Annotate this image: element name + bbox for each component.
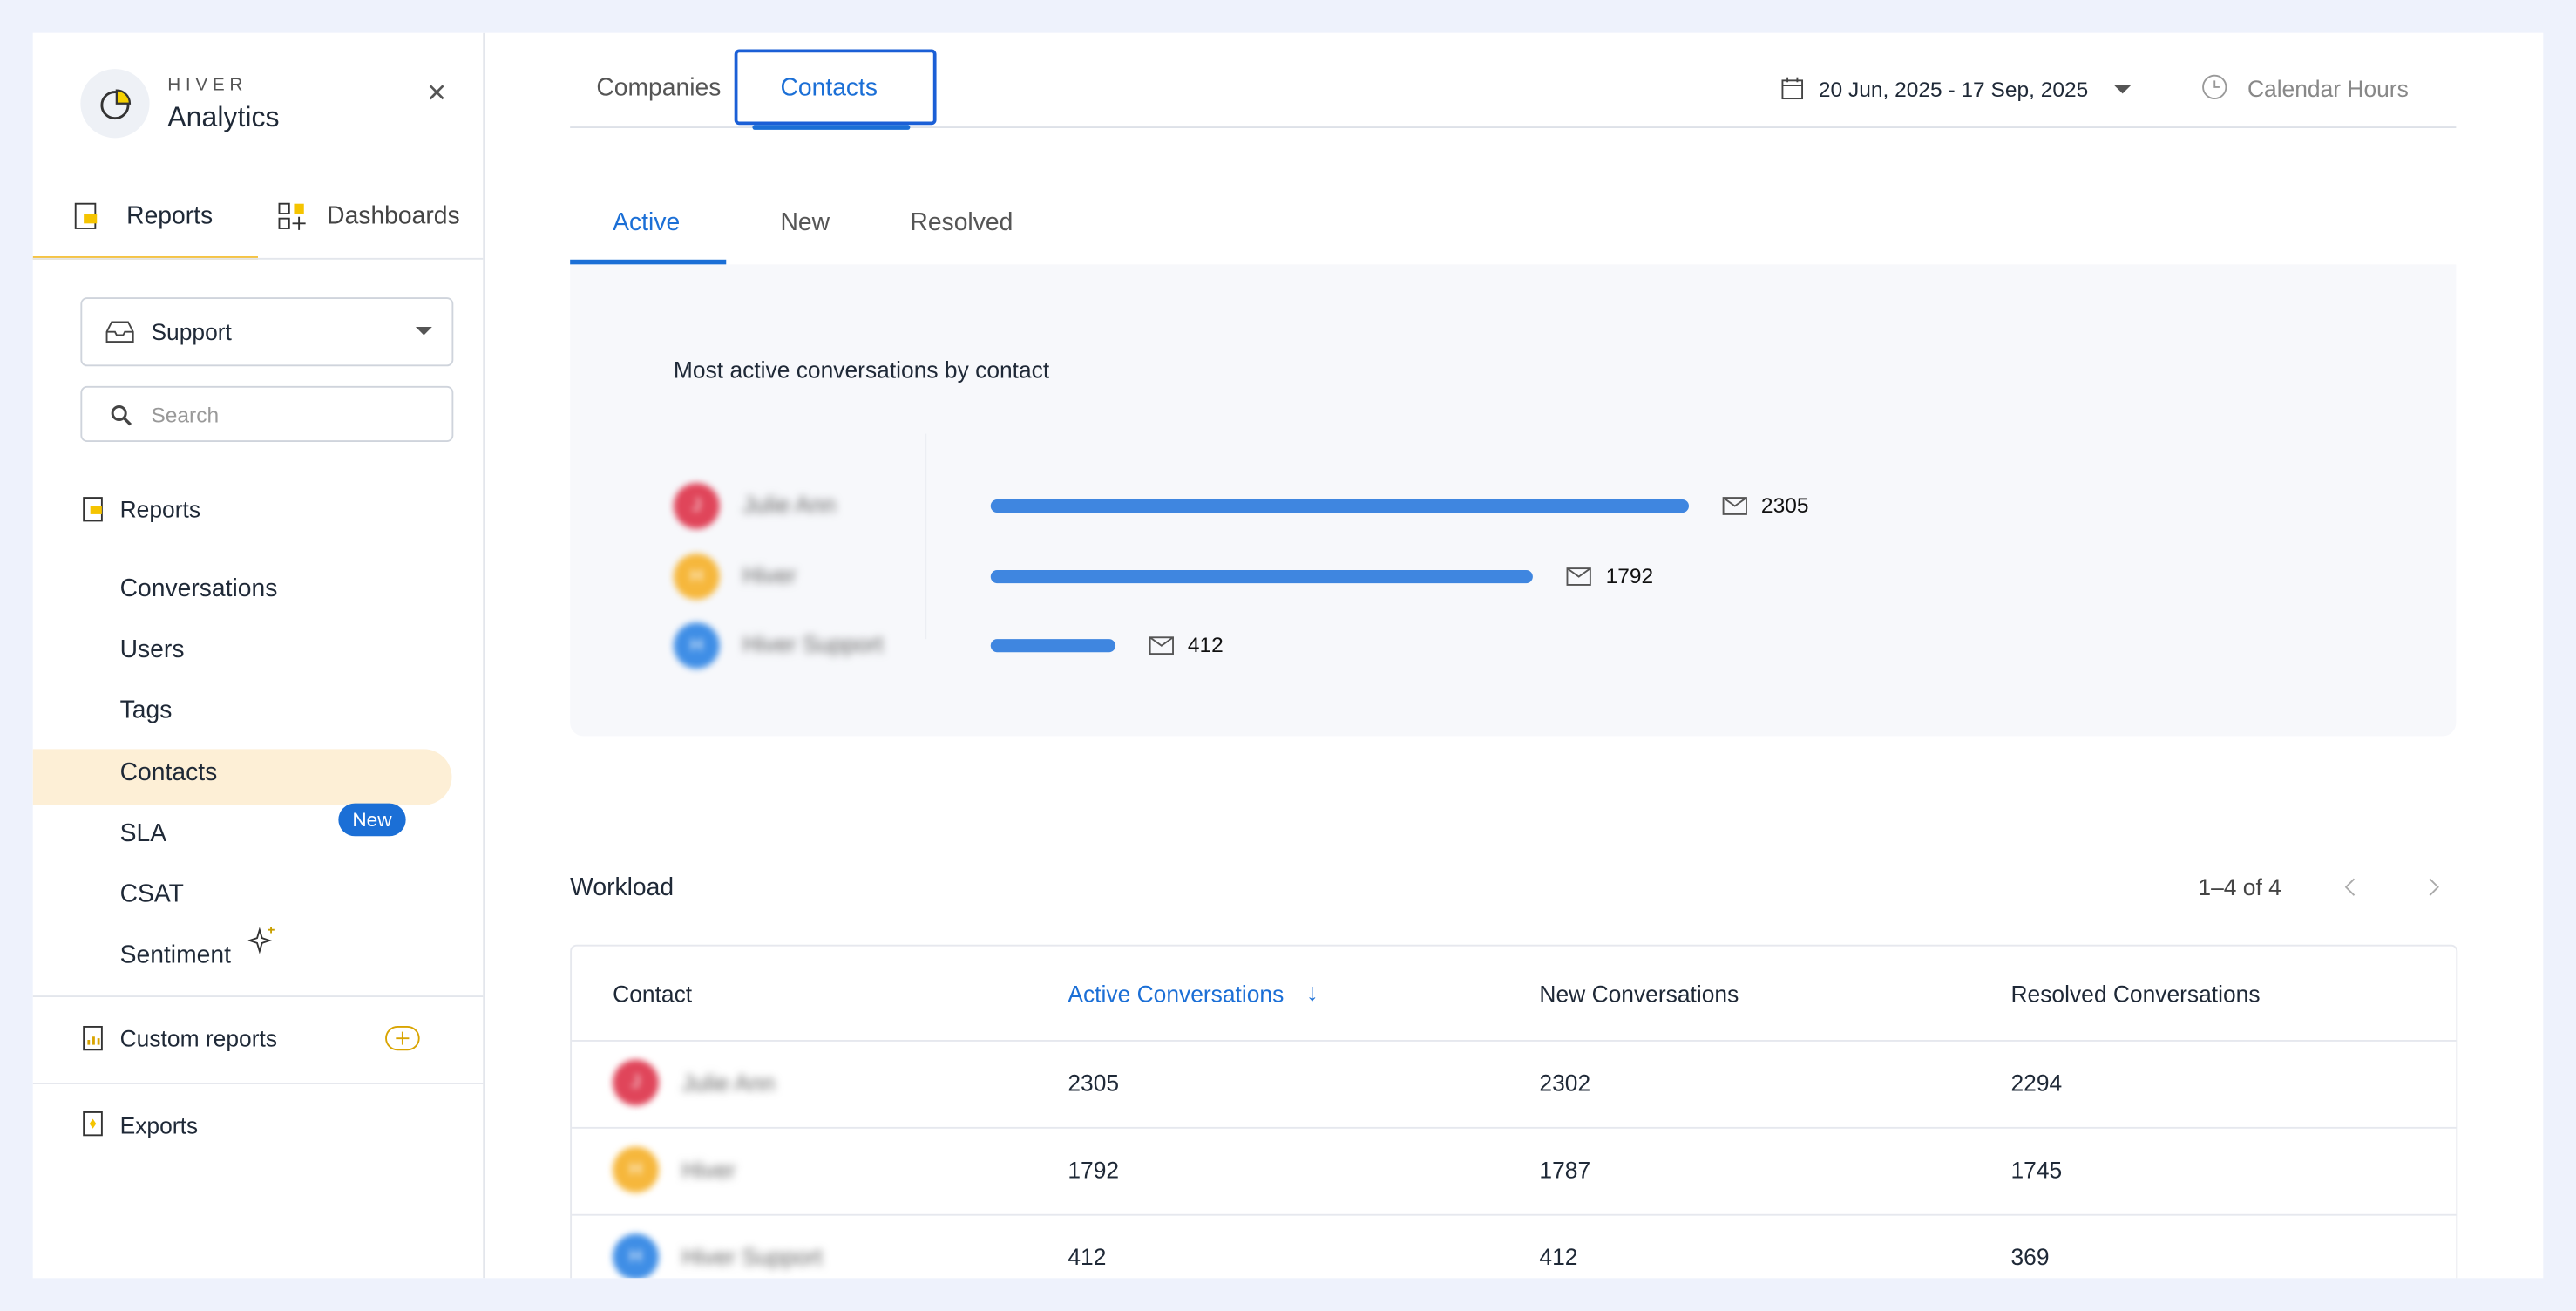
dash-icon <box>278 202 306 230</box>
top-tab[interactable]: Companies <box>596 73 722 102</box>
table-row <box>572 1213 2457 1279</box>
nav-active <box>32 748 452 805</box>
contact-name: Hiver <box>681 1156 736 1183</box>
divider <box>32 1083 484 1084</box>
value-label: 2305 <box>1760 492 1809 518</box>
avatar: H <box>613 1233 659 1279</box>
prev[interactable] <box>2342 876 2359 899</box>
cell: 1792 <box>1068 1156 1120 1183</box>
avatar: H <box>673 622 720 669</box>
divider <box>570 126 2457 129</box>
cell: 412 <box>1068 1243 1107 1270</box>
column-header[interactable]: Contact <box>613 981 693 1008</box>
cell: 412 <box>1539 1243 1578 1270</box>
subtab[interactable]: Resolved <box>910 208 1013 237</box>
subtab[interactable]: New <box>780 208 830 237</box>
close[interactable]: × <box>427 75 447 112</box>
hours[interactable]: Calendar Hours <box>2247 75 2409 102</box>
cell: 1787 <box>1539 1156 1591 1183</box>
date-range[interactable]: 20 Jun, 2025 - 17 Sep, 2025 <box>1818 77 2089 102</box>
nav-item[interactable]: Conversations <box>119 574 278 603</box>
tab[interactable]: Reports <box>126 201 214 230</box>
next[interactable] <box>2425 876 2442 899</box>
cell: 2294 <box>2010 1069 2063 1097</box>
sparkle <box>247 926 275 954</box>
app: HIVER Analytics × Reports Dashboards Sup… <box>32 32 2544 1279</box>
nav-item[interactable]: Sentiment <box>119 941 231 970</box>
subtab[interactable]: Active <box>613 208 681 237</box>
workload-title: Workload <box>570 873 675 902</box>
section-icon <box>83 497 103 522</box>
subtab-indicator <box>570 259 727 265</box>
separator <box>925 433 927 640</box>
nav-item[interactable]: CSAT <box>119 880 184 909</box>
brand-small: HIVER <box>167 75 247 96</box>
table-row <box>572 1126 2457 1216</box>
sidebar: HIVER Analytics × Reports Dashboards Sup… <box>32 32 485 1279</box>
nav-item[interactable]: Tags <box>119 696 173 725</box>
contact-name: Julie Ann <box>681 1069 776 1097</box>
mail-icon <box>1722 497 1747 515</box>
dropdown-value: Support <box>151 318 232 345</box>
cell: 1745 <box>2010 1156 2063 1183</box>
tab[interactable]: Dashboards <box>327 201 460 230</box>
column-header[interactable]: New Conversations <box>1539 981 1739 1008</box>
divider <box>32 995 484 998</box>
table-row <box>572 1040 2457 1129</box>
avatar: H <box>673 553 720 599</box>
contact-name: Hiver Support <box>742 630 884 657</box>
chart-card: Most active conversations by contact J Ju… <box>570 264 2457 737</box>
nav-item[interactable]: Contacts <box>119 757 218 787</box>
value-label: 412 <box>1187 632 1224 657</box>
column-header[interactable]: Resolved Conversations <box>2010 981 2261 1008</box>
clock-icon <box>2202 74 2227 100</box>
brand: Analytics <box>167 101 280 133</box>
section: Reports <box>119 496 201 523</box>
mail-icon <box>1567 567 1592 585</box>
nav-item[interactable]: Users <box>119 635 185 664</box>
nav-item[interactable]: SLA <box>119 819 167 848</box>
mail-icon <box>1149 636 1174 656</box>
cell: 369 <box>2010 1243 2050 1270</box>
focus <box>734 49 937 126</box>
exports-icon <box>83 1111 103 1137</box>
caret <box>2114 85 2132 94</box>
column-header[interactable]: Active Conversations <box>1068 981 1285 1008</box>
avatar: J <box>613 1059 659 1106</box>
custom-reports[interactable]: Custom reports <box>119 1025 278 1052</box>
contact-name: Hiver <box>742 560 797 588</box>
divider <box>32 257 484 260</box>
top-tab[interactable]: Contacts <box>780 73 878 102</box>
bar <box>990 639 1115 653</box>
cell: 2305 <box>1068 1069 1120 1097</box>
pagination: 1–4 of 4 <box>2198 873 2281 900</box>
search-placeholder: Search <box>151 402 220 428</box>
logo <box>80 69 150 139</box>
custom-icon <box>83 1025 103 1051</box>
reports-icon <box>74 202 98 229</box>
avatar: H <box>613 1146 659 1193</box>
badge: New <box>338 803 406 837</box>
contact-name: Julie Ann <box>742 491 837 518</box>
contact-name: Hiver Support <box>681 1243 823 1270</box>
avatar: J <box>673 483 720 529</box>
top-tab-indicator <box>752 125 911 130</box>
bar <box>990 569 1534 583</box>
calendar-icon <box>1781 77 1804 100</box>
add[interactable] <box>384 1025 420 1051</box>
table: Contact Active Conversations New Conversat… <box>570 944 2458 1279</box>
exports[interactable]: Exports <box>119 1111 199 1139</box>
cell: 2302 <box>1539 1069 1591 1097</box>
chart-title: Most active conversations by contact <box>673 356 1050 384</box>
search[interactable]: Search <box>80 385 454 442</box>
sort-arrow: ↓ <box>1305 979 1319 1008</box>
value-label: 1792 <box>1605 562 1654 588</box>
dropdown[interactable]: Support <box>80 297 454 367</box>
bar <box>990 499 1689 513</box>
